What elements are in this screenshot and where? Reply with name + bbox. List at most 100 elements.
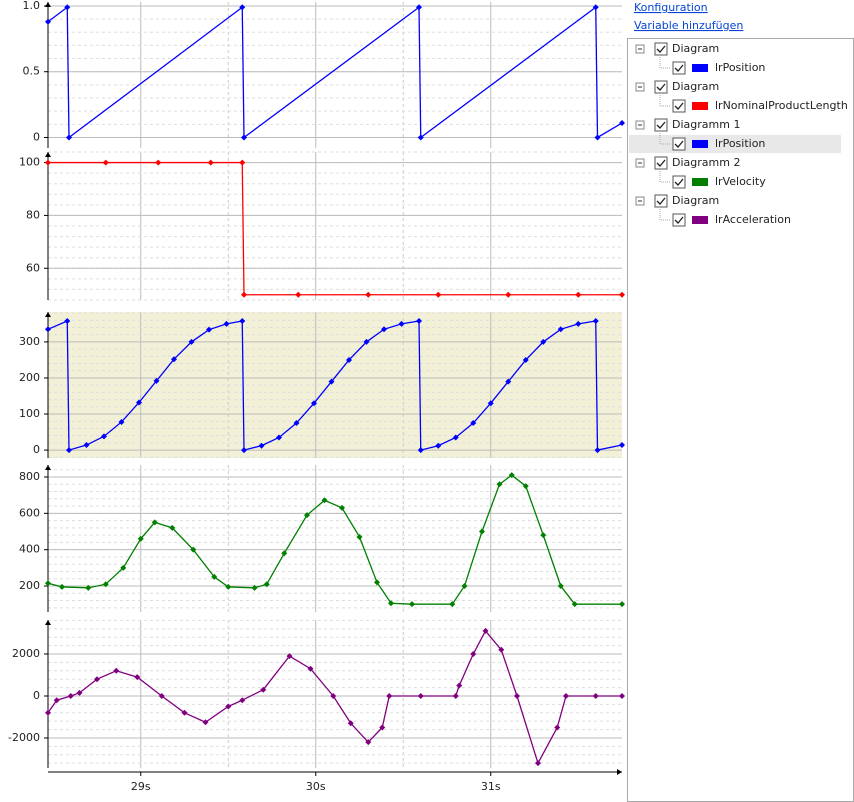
- x-tick-label: 29s: [131, 780, 151, 793]
- data-point: [211, 573, 218, 580]
- y-tick-label: 100: [19, 407, 40, 420]
- data-point: [388, 600, 394, 607]
- checkbox[interactable]: [672, 175, 686, 189]
- data-point: [223, 320, 230, 327]
- data-point: [592, 692, 599, 699]
- y-tick-label: 80: [26, 208, 40, 221]
- diagram-label[interactable]: Diagram: [672, 194, 719, 207]
- diagram-label[interactable]: Diagramm 2: [672, 156, 740, 169]
- legend-label[interactable]: lrPosition: [715, 137, 765, 150]
- data-point: [619, 442, 625, 449]
- data-point: [363, 338, 370, 345]
- data-point: [101, 433, 107, 440]
- data-point: [487, 400, 494, 407]
- diagram-label[interactable]: Diagram: [672, 42, 719, 55]
- data-point: [137, 535, 144, 542]
- config-link[interactable]: Konfiguration: [634, 1, 708, 14]
- data-point: [470, 420, 477, 427]
- data-point: [619, 291, 625, 298]
- checkbox[interactable]: [654, 118, 668, 132]
- legend-swatch: [692, 140, 708, 148]
- data-point: [346, 356, 352, 363]
- data-point: [417, 692, 424, 699]
- tree-connector: [659, 131, 670, 145]
- data-point: [381, 326, 387, 333]
- legend-label[interactable]: lrVelocity: [715, 175, 766, 188]
- data-point: [619, 692, 625, 699]
- data-point: [258, 442, 265, 449]
- legend-swatch: [692, 64, 708, 72]
- legend-label[interactable]: lrAcceleration: [715, 213, 791, 226]
- data-point: [134, 674, 141, 681]
- data-point: [417, 447, 424, 454]
- data-point: [295, 291, 302, 298]
- legend-label[interactable]: lrPosition: [715, 61, 765, 74]
- data-point: [379, 724, 386, 731]
- data-point: [113, 667, 120, 674]
- data-point: [575, 291, 582, 298]
- legend-label[interactable]: lrNominalProductLength: [715, 99, 848, 112]
- diagram-label[interactable]: Diagram: [672, 80, 719, 93]
- checkbox[interactable]: [654, 156, 668, 170]
- checkbox[interactable]: [654, 80, 668, 94]
- y-axis-arrow: [45, 620, 51, 625]
- data-point: [522, 356, 529, 363]
- data-point: [120, 564, 127, 571]
- data-point: [136, 399, 142, 406]
- data-point: [347, 720, 354, 727]
- data-point: [535, 760, 541, 767]
- data-point: [449, 601, 456, 608]
- data-point: [64, 4, 71, 11]
- data-point: [456, 682, 463, 689]
- data-point: [239, 4, 246, 11]
- data-point: [435, 291, 442, 298]
- data-point: [619, 120, 625, 127]
- data-point: [307, 665, 314, 672]
- data-point: [416, 4, 422, 11]
- checkmark: [656, 83, 666, 91]
- data-point: [619, 601, 625, 608]
- add-variable-link[interactable]: Variable hinzufügen: [634, 19, 743, 32]
- data-point: [45, 159, 51, 166]
- checkbox[interactable]: [672, 213, 686, 227]
- checkmark: [674, 178, 684, 186]
- data-point: [339, 504, 345, 511]
- data-point: [417, 134, 424, 141]
- data-point: [496, 481, 503, 488]
- y-tick-label: 2000: [12, 647, 40, 660]
- data-point: [225, 703, 232, 710]
- legend-swatch: [692, 216, 708, 224]
- data-point: [514, 692, 520, 699]
- data-point: [239, 159, 246, 166]
- diagram-label[interactable]: Diagramm 1: [672, 118, 740, 131]
- checkbox[interactable]: [672, 99, 686, 113]
- data-point: [206, 326, 212, 333]
- data-point: [53, 697, 60, 704]
- data-point: [83, 442, 90, 449]
- data-point: [540, 532, 547, 539]
- data-point: [276, 434, 282, 441]
- series-line: [48, 161, 622, 296]
- checkbox[interactable]: [654, 194, 668, 208]
- y-axis-arrow: [45, 2, 51, 7]
- y-tick-label: 60: [26, 261, 40, 274]
- data-point: [575, 320, 582, 327]
- data-point: [239, 697, 246, 704]
- data-point: [557, 326, 564, 333]
- x-axis-arrow: [617, 769, 622, 775]
- data-point: [479, 528, 485, 535]
- data-point: [76, 689, 83, 696]
- data-point: [321, 497, 328, 504]
- data-point: [66, 447, 72, 454]
- checkbox[interactable]: [672, 61, 686, 75]
- y-tick-label: 0: [33, 689, 40, 702]
- data-point: [311, 400, 317, 407]
- data-point: [365, 291, 372, 298]
- checkbox[interactable]: [654, 42, 668, 56]
- y-axis-arrow: [45, 465, 51, 470]
- x-tick-label: 31s: [481, 780, 501, 793]
- data-point: [386, 692, 393, 699]
- checkmark: [674, 64, 684, 72]
- y-tick-label: 300: [19, 335, 40, 348]
- checkbox[interactable]: [672, 137, 686, 151]
